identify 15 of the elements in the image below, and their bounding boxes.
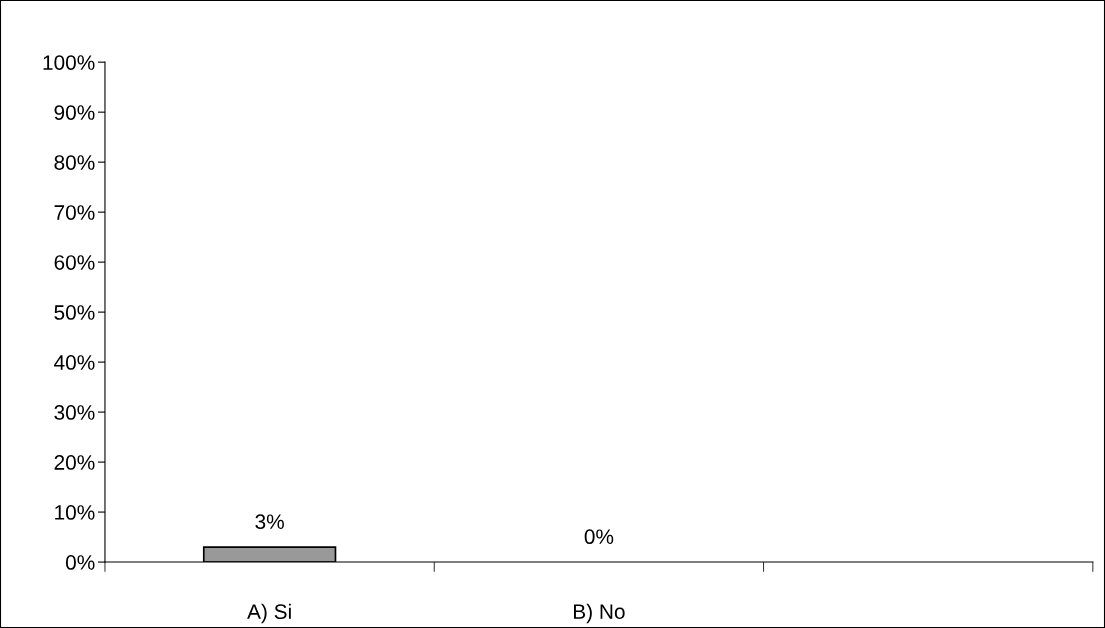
y-tick-label: 60%: [54, 255, 95, 270]
x-tick-label: A) Si: [247, 603, 291, 624]
y-tick-label: 90%: [54, 105, 95, 120]
y-tick-label: 30%: [54, 405, 95, 420]
y-tick-label: 0%: [65, 555, 95, 570]
data-label: 0%: [584, 529, 614, 545]
x-tick-label: B) No: [573, 603, 625, 624]
y-tick-label: 80%: [54, 155, 95, 170]
y-tick-label: 50%: [54, 305, 95, 320]
y-tick-label: 40%: [54, 355, 95, 370]
y-tick-label: 100%: [43, 55, 95, 70]
y-tick-label: 20%: [54, 455, 95, 470]
y-tick-label: 70%: [54, 205, 95, 220]
y-tick-label: 10%: [55, 505, 95, 520]
data-label: 3%: [255, 514, 284, 530]
